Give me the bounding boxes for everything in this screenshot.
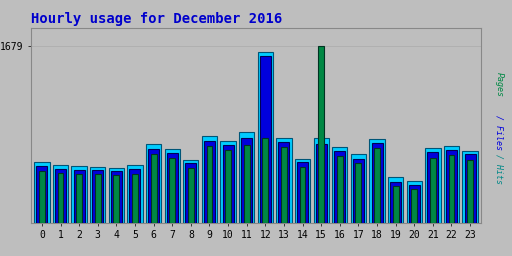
Bar [295,158,310,223]
Bar [74,170,84,223]
Text: / Hits: / Hits [495,154,504,184]
Bar [353,158,364,223]
Bar [92,170,103,223]
Bar [114,175,119,223]
Bar [204,141,215,223]
Bar [183,160,199,223]
Bar [334,151,345,223]
Bar [151,154,157,223]
Bar [316,144,327,223]
Bar [206,146,212,223]
Bar [109,168,124,223]
Bar [239,132,254,223]
Bar [318,46,324,223]
Text: / Files: / Files [495,115,504,150]
Bar [407,181,422,223]
Bar [444,146,459,223]
Bar [449,155,454,223]
Bar [111,171,122,223]
Bar [185,163,196,223]
Text: Hourly usage for December 2016: Hourly usage for December 2016 [31,12,282,26]
Bar [244,145,249,223]
Bar [313,137,329,223]
Bar [164,149,180,223]
Bar [127,165,143,223]
Bar [72,166,87,223]
Bar [393,186,398,223]
Bar [281,147,287,223]
Bar [369,138,385,223]
Bar [95,174,101,223]
Bar [411,189,417,223]
Bar [169,157,175,223]
Bar [355,163,361,223]
Bar [332,147,348,223]
Bar [34,162,50,223]
Bar [409,185,420,223]
Bar [58,173,63,223]
Text: Pages: Pages [495,72,504,97]
Bar [76,174,82,223]
Bar [297,162,308,223]
Bar [388,177,403,223]
Bar [241,137,252,223]
Bar [425,148,440,223]
Bar [260,56,271,223]
Bar [39,171,45,223]
Bar [90,167,105,223]
Bar [132,174,138,223]
Bar [300,167,306,223]
Bar [374,148,380,223]
Bar [146,144,161,223]
Bar [467,160,473,223]
Bar [221,141,236,223]
Bar [337,156,343,223]
Bar [188,168,194,223]
Bar [130,169,140,223]
Bar [464,154,476,223]
Bar [372,143,382,223]
Bar [390,182,401,223]
Bar [430,157,436,223]
Bar [462,151,478,223]
Bar [351,154,366,223]
Bar [36,166,48,223]
Bar [279,142,289,223]
Bar [148,149,159,223]
Bar [55,169,66,223]
Bar [276,137,291,223]
Bar [225,150,231,223]
Bar [223,145,233,223]
Bar [167,153,178,223]
Bar [446,150,457,223]
Bar [53,165,68,223]
Bar [263,137,268,223]
Bar [428,152,438,223]
Bar [258,52,273,223]
Bar [202,136,217,223]
